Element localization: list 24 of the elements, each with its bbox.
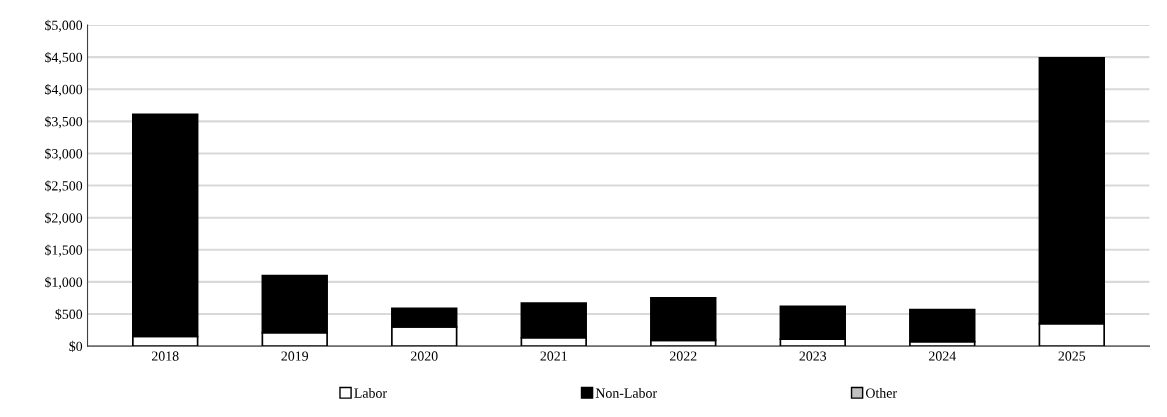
x-tick-label: 2020 xyxy=(410,351,438,361)
y-tick-label: $1,000 xyxy=(45,276,83,289)
bar xyxy=(650,297,717,342)
y-tick-label: $2,500 xyxy=(45,180,83,193)
x-tick-label: 2021 xyxy=(540,351,567,361)
y-tick-label: $1,500 xyxy=(45,244,83,257)
y-tick-label: $0 xyxy=(69,340,83,352)
x-tick-label: 2024 xyxy=(929,351,956,361)
y-tick-label: $500 xyxy=(55,308,83,320)
x-tick-label: 2023 xyxy=(799,351,827,361)
legend-label: Labor xyxy=(354,388,387,398)
x-tick-label: 2025 xyxy=(1058,351,1086,361)
y-tick-label: $3,000 xyxy=(45,148,83,161)
y-tick-label: $3,500 xyxy=(45,116,83,129)
x-tick-label: 2019 xyxy=(281,351,309,361)
x-tick-label: 2018 xyxy=(151,351,179,361)
y-tick-label: $4,000 xyxy=(45,84,83,97)
bar xyxy=(909,308,976,343)
y-tick-label: $2,000 xyxy=(45,212,83,225)
y-tick-label: $5,000 xyxy=(45,19,83,32)
y-tick-label: $4,500 xyxy=(45,51,83,65)
legend-label: Non-Labor xyxy=(595,388,657,398)
legend-label: Other xyxy=(865,388,897,398)
x-tick-label: 2022 xyxy=(669,351,697,361)
